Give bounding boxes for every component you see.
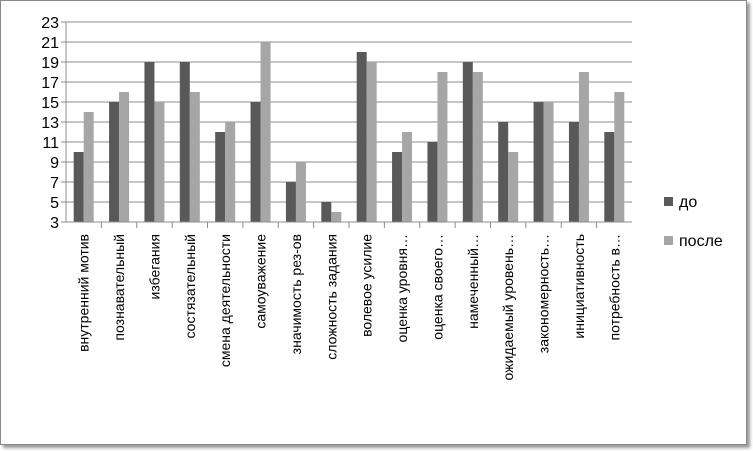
bar-before — [462, 62, 473, 222]
x-tick-label: волевое усилие — [359, 234, 375, 337]
legend-swatch — [664, 197, 673, 206]
legend-label: после — [679, 233, 723, 250]
bar-after — [331, 212, 342, 222]
bar-after — [614, 92, 625, 222]
bar-before — [356, 52, 367, 222]
y-tick-label: 13 — [41, 115, 59, 132]
bar-before — [215, 132, 226, 222]
legend-label: до — [679, 194, 697, 211]
bar-before — [498, 122, 509, 222]
y-tick-label: 11 — [42, 135, 59, 152]
x-tick-label: закономерность… — [536, 234, 552, 353]
bar-after — [260, 42, 271, 222]
x-tick-label: оценка своего… — [429, 234, 445, 340]
legend: до после — [664, 194, 723, 250]
y-tick-label: 17 — [41, 75, 59, 92]
x-tick-label: внутренний мотив — [76, 234, 92, 352]
bar-before — [109, 102, 120, 222]
bar-after — [83, 112, 94, 222]
bar-before — [285, 182, 296, 222]
y-tick-label: 19 — [41, 55, 59, 72]
x-tick-label: сложность задания — [323, 234, 339, 360]
bar-before — [568, 122, 579, 222]
y-tick-label: 23 — [41, 15, 59, 32]
x-tick-label: значимость рез-ов — [288, 234, 304, 354]
bar-after — [154, 102, 165, 222]
x-tick-label: самоуважение — [253, 234, 269, 329]
bar-after — [402, 132, 413, 222]
legend-swatch — [664, 236, 673, 245]
bar-before — [179, 62, 190, 222]
x-tick-label: состязательный — [182, 234, 198, 339]
y-tick-label: 7 — [50, 175, 59, 192]
bar-after — [508, 152, 519, 222]
bar-after — [543, 102, 554, 222]
bar-before — [144, 62, 155, 222]
x-tick-label: намеченный… — [465, 234, 481, 329]
axes — [61, 21, 632, 228]
bar-before — [533, 102, 544, 222]
y-tick-label: 15 — [41, 95, 59, 112]
bar-chart: 3 5 7 9 11 13 15 17 19 21 23 внутренний мотив позна… — [41, 15, 723, 381]
bar-after — [295, 162, 306, 222]
y-tick-label: 5 — [50, 195, 59, 212]
x-tick-label: потребность в… — [606, 234, 622, 340]
x-tick-label: познавательный — [111, 234, 127, 341]
y-tick-label: 9 — [50, 155, 59, 172]
x-tick-label: смена деятельности — [217, 234, 233, 367]
y-tick-label: 21 — [41, 35, 59, 52]
y-tick-labels: 3 5 7 9 11 13 15 17 19 21 23 — [41, 15, 59, 232]
bar-after — [578, 72, 589, 222]
bar-before — [321, 202, 332, 222]
chart-frame: 3 5 7 9 11 13 15 17 19 21 23 внутренний мотив позна… — [0, 0, 747, 445]
x-tick-labels: внутренний мотив познавательный избегания с… — [76, 234, 623, 381]
x-tick-label: избегания — [146, 234, 162, 299]
bar-after — [119, 92, 130, 222]
bar-after — [437, 72, 448, 222]
x-tick-label: оценка уровня… — [394, 234, 410, 342]
y-tick-label: 3 — [50, 215, 59, 232]
bar-after — [189, 92, 200, 222]
bar-after — [225, 122, 236, 222]
bar-after — [366, 62, 377, 222]
bar-before — [250, 102, 261, 222]
bar-before — [73, 152, 84, 222]
bar-before — [392, 152, 403, 222]
bars — [73, 42, 625, 222]
bar-before — [427, 142, 438, 222]
x-tick-label: инициативность — [571, 234, 587, 339]
bar-after — [472, 72, 483, 222]
x-tick-label: ожидаемый уровень… — [500, 234, 516, 380]
bar-before — [604, 132, 615, 222]
